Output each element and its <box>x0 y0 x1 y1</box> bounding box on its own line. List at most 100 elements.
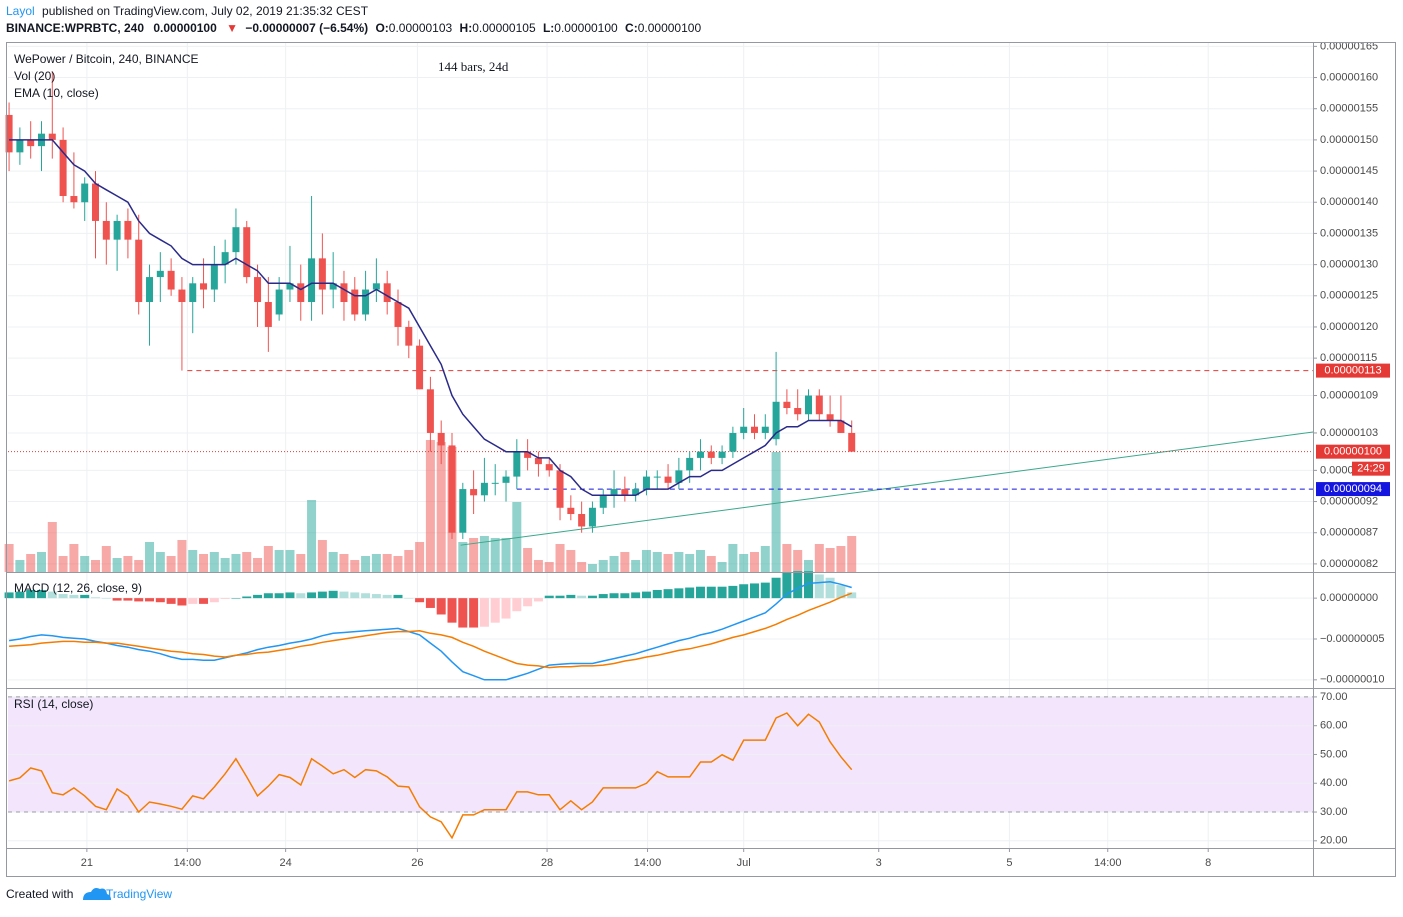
x-tick-label: 21 <box>81 857 93 869</box>
volume-bar <box>706 556 716 572</box>
candle-body <box>264 302 272 327</box>
histogram-bar <box>566 594 576 599</box>
volume-bar <box>404 550 414 572</box>
legend-volume: Vol (20) <box>14 69 55 83</box>
histogram-bar <box>501 598 511 619</box>
candle-body <box>351 289 359 315</box>
price-tag-label: 0.00000094 <box>1324 483 1382 495</box>
volume-bar <box>587 564 597 572</box>
histogram-bar <box>155 598 165 603</box>
candle-body <box>448 445 456 533</box>
candle-body <box>621 489 629 496</box>
histogram-bar <box>26 589 36 599</box>
macd-line <box>8 581 852 681</box>
volume-bar <box>425 440 435 572</box>
histogram-bar <box>177 598 187 606</box>
volume-bar <box>26 554 36 572</box>
candle-body <box>362 289 370 315</box>
ohlc-key: C: <box>625 21 638 35</box>
volume-bar <box>155 552 165 572</box>
candle-body <box>297 283 305 303</box>
histogram-bar <box>674 588 684 599</box>
histogram-bar <box>717 586 727 599</box>
volume-bar <box>263 546 273 572</box>
volume-bar <box>728 544 738 572</box>
histogram-bar <box>58 594 68 599</box>
histogram-bar <box>685 587 695 599</box>
y-tick-label: 0.00000155 <box>1320 103 1378 115</box>
candle-body <box>826 414 834 421</box>
volume-bar <box>674 552 684 572</box>
candle-body <box>146 277 154 303</box>
volume-bar <box>512 502 522 572</box>
volume-bar <box>231 554 241 572</box>
x-tick-label: 14:00 <box>174 857 202 869</box>
volume-bar <box>91 560 101 572</box>
histogram-bar <box>749 583 759 599</box>
volume-bar <box>242 552 252 572</box>
histogram-bar <box>523 598 533 607</box>
chart-border <box>6 42 1396 877</box>
candle-body <box>221 252 229 265</box>
histogram-bar <box>415 598 425 603</box>
logo-cloud <box>83 888 111 900</box>
volume-bar <box>836 546 846 572</box>
candle-body <box>556 470 564 508</box>
candle-body <box>750 426 758 433</box>
volume-bar <box>209 552 219 572</box>
y-tick-label: 0.00000000 <box>1320 592 1378 604</box>
volume-bar <box>47 522 57 572</box>
volume-bar <box>58 556 68 572</box>
footer-brand[interactable]: TradingView <box>106 887 172 901</box>
candle-body <box>254 277 262 303</box>
y-tick-label: 0.00000165 <box>1320 40 1378 52</box>
histogram-bar <box>663 589 673 599</box>
y-tick-label: 0.00000109 <box>1320 389 1378 401</box>
candle-body <box>653 476 661 478</box>
candle-body <box>243 227 251 278</box>
volume-bar <box>782 544 792 572</box>
x-tick-label: 26 <box>411 857 423 869</box>
x-tick-label: 24 <box>280 857 292 869</box>
rsi-line <box>8 712 853 840</box>
histogram-bar <box>620 593 630 599</box>
volume-bar <box>793 550 803 572</box>
candle-body <box>470 489 478 496</box>
histogram-bar <box>69 594 79 599</box>
legend-ema: EMA (10, close) <box>14 86 99 100</box>
histogram-bar <box>91 597 101 599</box>
histogram-bar <box>533 598 543 602</box>
volume-bar <box>523 548 533 572</box>
histogram-bar <box>804 571 814 599</box>
volume-bar <box>609 556 619 572</box>
histogram-bar <box>436 598 446 615</box>
candle-body <box>394 302 402 327</box>
histogram-bar <box>782 572 792 599</box>
tradingview-logo <box>83 888 111 900</box>
histogram-bar <box>825 577 835 599</box>
candle-body <box>696 451 704 458</box>
footer-text: Created with <box>6 887 73 901</box>
volume-bar <box>36 552 46 572</box>
y-tick-label: 0.00000120 <box>1320 321 1378 333</box>
candle-body <box>437 432 445 446</box>
histogram-bar <box>479 598 489 627</box>
volume-bar <box>350 560 360 572</box>
candle-body <box>210 264 218 290</box>
publisher[interactable]: Layol <box>6 4 35 18</box>
volume-bar <box>15 560 25 572</box>
y-tick-label: 60.00 <box>1320 720 1348 732</box>
candle-body <box>664 476 672 483</box>
y-tick-label: 0.00000125 <box>1320 290 1378 302</box>
candle-body <box>405 326 413 346</box>
histogram-bar <box>469 598 479 628</box>
volume-bar <box>285 550 295 572</box>
volume-bar <box>101 546 111 572</box>
volume-bar <box>253 558 263 572</box>
histogram-bar <box>209 598 219 603</box>
volume-bar <box>479 536 489 572</box>
candle-body <box>59 139 67 197</box>
histogram-bar <box>4 592 14 599</box>
y-tick-label: 0.00000092 <box>1320 495 1378 507</box>
candle-body <box>513 451 521 477</box>
